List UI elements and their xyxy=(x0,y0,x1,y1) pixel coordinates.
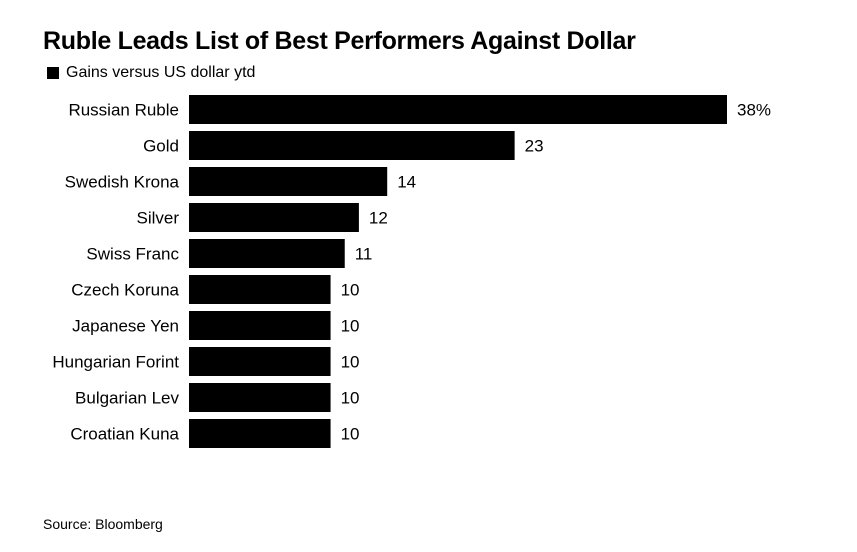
bar xyxy=(189,419,331,448)
bar xyxy=(189,347,331,376)
category-label: Croatian Kuna xyxy=(70,425,179,444)
legend-label: Gains versus US dollar ytd xyxy=(66,64,256,81)
legend-swatch xyxy=(47,67,59,79)
category-label: Bulgarian Lev xyxy=(75,389,179,408)
chart-title: Ruble Leads List of Best Performers Agai… xyxy=(43,27,636,55)
value-label: 10 xyxy=(341,389,360,408)
value-label: 10 xyxy=(341,425,360,444)
value-label: 10 xyxy=(341,317,360,336)
value-label: 23 xyxy=(525,137,544,156)
bar xyxy=(189,95,727,124)
bar xyxy=(189,167,388,196)
category-label: Hungarian Forint xyxy=(52,353,179,372)
value-label: 14 xyxy=(397,173,416,192)
source-note: Source: Bloomberg xyxy=(43,516,163,532)
bar xyxy=(189,203,359,232)
value-label: 10 xyxy=(341,281,360,300)
value-label: 38% xyxy=(737,101,771,120)
value-label: 10 xyxy=(341,353,360,372)
category-label: Czech Koruna xyxy=(71,281,179,300)
legend: Gains versus US dollar ytd xyxy=(47,64,255,82)
bar xyxy=(189,275,331,304)
category-label: Russian Ruble xyxy=(68,101,179,120)
bar xyxy=(189,311,331,340)
bar xyxy=(189,131,515,160)
value-label: 12 xyxy=(369,209,388,228)
category-label: Silver xyxy=(136,209,179,228)
category-label: Gold xyxy=(143,137,179,156)
bar xyxy=(189,239,345,268)
bar xyxy=(189,383,331,412)
category-label: Swedish Krona xyxy=(65,173,180,192)
category-label: Swiss Franc xyxy=(86,245,179,264)
category-label: Japanese Yen xyxy=(72,317,179,336)
value-label: 11 xyxy=(355,245,373,264)
